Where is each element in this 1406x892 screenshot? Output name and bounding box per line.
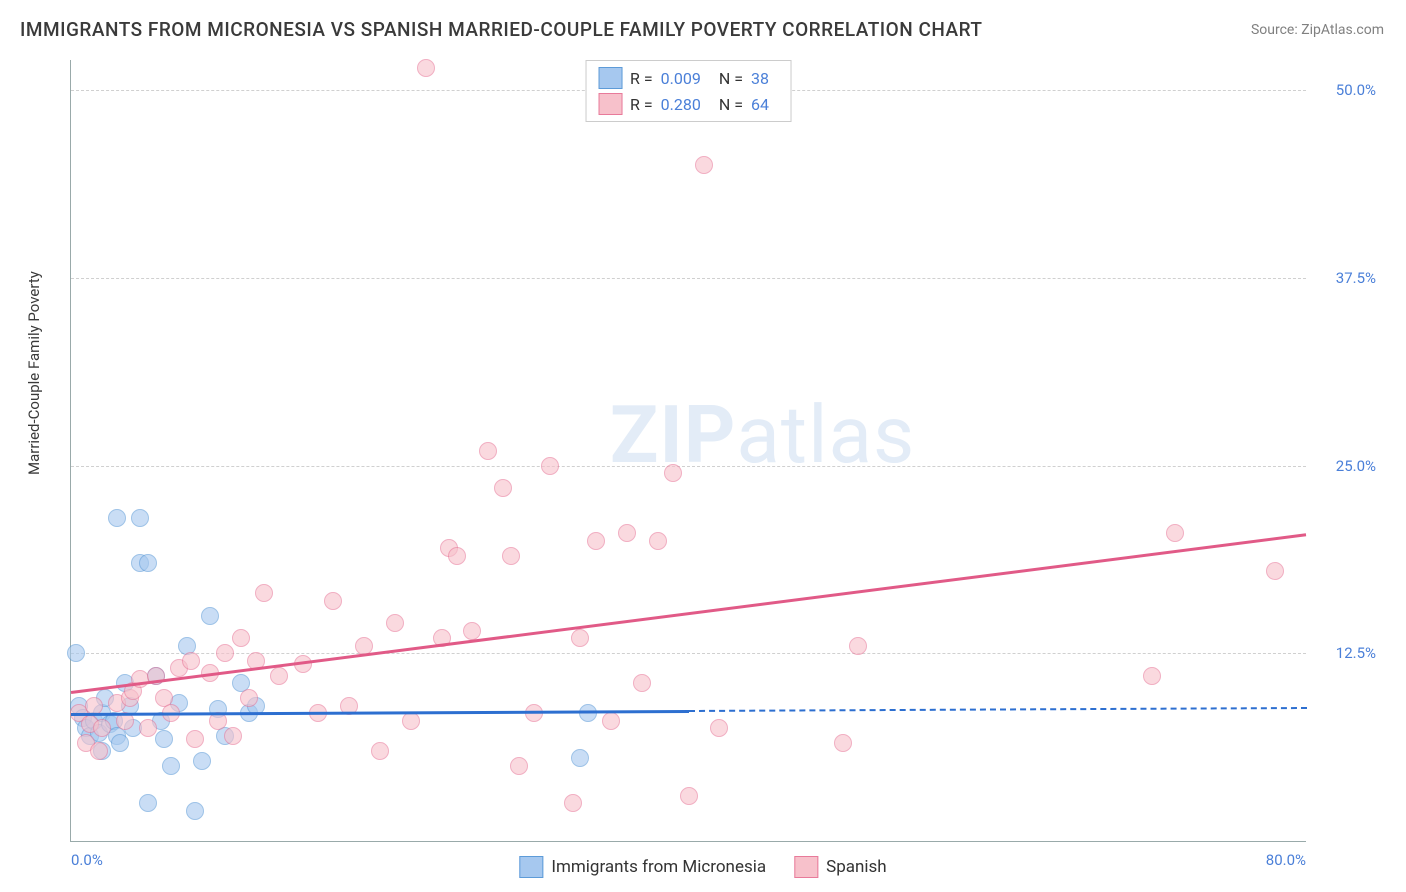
scatter-point (186, 730, 204, 748)
r-label: R = (630, 95, 653, 114)
source-attribution: Source: ZipAtlas.com (1251, 22, 1384, 38)
scatter-point (664, 464, 682, 482)
scatter-point (587, 532, 605, 550)
legend-label: Spanish (826, 857, 887, 877)
scatter-point (139, 794, 157, 812)
legend-swatch (598, 93, 622, 115)
scatter-point (525, 704, 543, 722)
n-label: N = (719, 69, 743, 88)
scatter-point (162, 757, 180, 775)
watermark: ZIPatlas (610, 388, 915, 482)
scatter-point (463, 622, 481, 640)
gridline (71, 278, 1306, 279)
x-tick-label: 80.0% (1266, 851, 1306, 869)
scatter-point (1143, 667, 1161, 685)
scatter-point (111, 734, 129, 752)
scatter-point (1166, 524, 1184, 542)
scatter-point (579, 704, 597, 722)
scatter-point (193, 752, 211, 770)
scatter-point (541, 457, 559, 475)
scatter-point (93, 719, 111, 737)
scatter-point (479, 442, 497, 460)
plot-area: ZIPatlas R =0.009N =38R =0.280N =64 12.5… (70, 60, 1306, 842)
scatter-point (649, 532, 667, 550)
scatter-point (602, 712, 620, 730)
scatter-point (216, 644, 234, 662)
legend-swatch (519, 856, 543, 878)
legend-label: Immigrants from Micronesia (551, 857, 766, 877)
legend-swatch (598, 67, 622, 89)
r-label: R = (630, 69, 653, 88)
scatter-point (232, 629, 250, 647)
scatter-point (849, 637, 867, 655)
scatter-point (510, 757, 528, 775)
scatter-point (494, 479, 512, 497)
scatter-point (131, 509, 149, 527)
scatter-point (386, 614, 404, 632)
scatter-point (324, 592, 342, 610)
n-label: N = (719, 95, 743, 114)
r-value: 0.280 (661, 95, 701, 114)
legend-item: Immigrants from Micronesia (519, 856, 766, 878)
scatter-point (186, 802, 204, 820)
scatter-point (402, 712, 420, 730)
n-value: 64 (751, 95, 769, 114)
scatter-point (90, 742, 108, 760)
gridline (71, 466, 1306, 467)
scatter-point (155, 730, 173, 748)
legend-item: Spanish (794, 856, 887, 878)
n-value: 38 (751, 69, 769, 88)
scatter-point (680, 787, 698, 805)
watermark-light: atlas (736, 388, 915, 482)
scatter-point (633, 674, 651, 692)
x-tick-label: 0.0% (71, 851, 103, 869)
scatter-point (255, 584, 273, 602)
stats-legend-row: R = 0.009 N = 38 (598, 65, 779, 91)
stats-legend: R = 0.009 N = 38 R = 0.280 N = 64 (585, 60, 792, 122)
y-tick-label: 12.5% (1316, 644, 1376, 662)
y-axis-label: Married-Couple Family Poverty (25, 271, 43, 475)
trend-line (71, 533, 1306, 693)
scatter-point (270, 667, 288, 685)
scatter-point (571, 629, 589, 647)
scatter-point (502, 547, 520, 565)
scatter-point (618, 524, 636, 542)
legend-swatch (794, 856, 818, 878)
scatter-point (108, 509, 126, 527)
y-tick-label: 25.0% (1316, 457, 1376, 475)
scatter-point (224, 727, 242, 745)
scatter-point (1266, 562, 1284, 580)
trend-line-dashed (688, 707, 1306, 712)
scatter-point (182, 652, 200, 670)
stats-legend-row: R = 0.280 N = 64 (598, 91, 779, 117)
scatter-point (240, 689, 258, 707)
scatter-point (571, 749, 589, 767)
scatter-point (564, 794, 582, 812)
scatter-point (834, 734, 852, 752)
scatter-point (371, 742, 389, 760)
scatter-point (710, 719, 728, 737)
scatter-point (67, 644, 85, 662)
scatter-point (139, 554, 157, 572)
scatter-point (695, 156, 713, 174)
chart-title: IMMIGRANTS FROM MICRONESIA VS SPANISH MA… (20, 18, 983, 41)
scatter-point (139, 719, 157, 737)
scatter-point (417, 59, 435, 77)
chart-container: Married-Couple Family Poverty ZIPatlas R… (20, 50, 1386, 882)
r-value: 0.009 (661, 69, 701, 88)
y-tick-label: 50.0% (1316, 81, 1376, 99)
y-tick-label: 37.5% (1316, 269, 1376, 287)
scatter-point (448, 547, 466, 565)
series-legend: Immigrants from Micronesia Spanish (519, 856, 886, 878)
scatter-point (201, 607, 219, 625)
